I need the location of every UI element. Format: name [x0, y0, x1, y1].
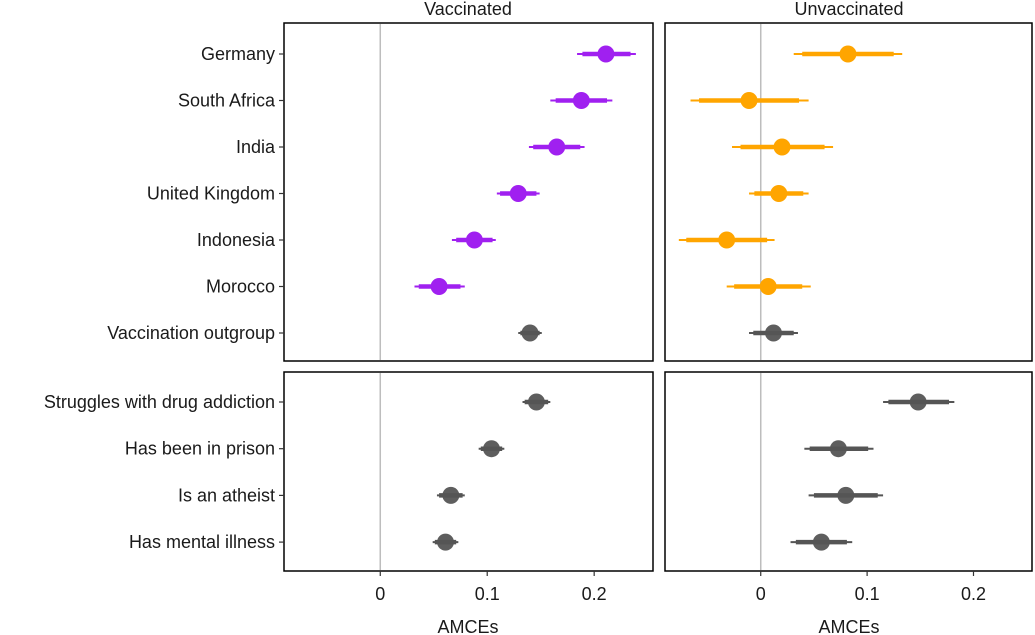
category-label-is-an-atheist: Is an atheist — [178, 485, 275, 505]
estimate-point-vaccinated-germany — [597, 45, 615, 63]
category-label-germany: Germany — [201, 44, 275, 64]
category-label-indonesia: Indonesia — [197, 230, 276, 250]
estimate-point-unvaccinated-morocco — [759, 278, 777, 295]
estimate-point-vaccinated-struggles-with-drug-addiction — [527, 393, 545, 411]
x-axis-label-vaccinated: AMCEs — [437, 617, 498, 635]
x-tick-label-unvaccinated-0: 0 — [756, 584, 766, 604]
estimate-point-vaccinated-indonesia — [465, 231, 483, 249]
estimate-point-unvaccinated-struggles-with-drug-addiction — [909, 393, 927, 411]
x-tick-label-vaccinated-2: 0.2 — [582, 584, 607, 604]
estimate-point-vaccinated-united-kingdom — [509, 185, 527, 202]
category-label-struggles-with-drug-addiction: Struggles with drug addiction — [44, 392, 275, 412]
estimate-point-vaccinated-is-an-atheist — [442, 486, 460, 504]
estimate-point-vaccinated-vaccination-outgroup — [521, 324, 539, 342]
estimate-point-unvaccinated-india — [773, 138, 791, 156]
estimate-point-vaccinated-india — [548, 138, 566, 156]
estimate-point-unvaccinated-is-an-atheist — [837, 486, 855, 504]
estimate-point-unvaccinated-has-been-in-prison — [829, 440, 847, 458]
facet-title-vaccinated: Vaccinated — [424, 0, 512, 19]
estimate-point-unvaccinated-united-kingdom — [770, 185, 788, 202]
panel-frame-bottom-unvaccinated — [664, 371, 1033, 572]
estimate-point-unvaccinated-south-africa — [740, 92, 758, 109]
x-axis-label-unvaccinated: AMCEs — [818, 617, 879, 635]
panel-frame-top-unvaccinated — [664, 22, 1033, 362]
category-label-india: India — [236, 137, 276, 157]
estimate-point-unvaccinated-indonesia — [718, 231, 736, 249]
estimate-point-unvaccinated-has-mental-illness — [812, 533, 830, 551]
estimate-point-vaccinated-has-mental-illness — [437, 533, 455, 551]
estimate-point-unvaccinated-germany — [839, 45, 857, 63]
category-label-has-mental-illness: Has mental illness — [129, 532, 275, 552]
plot-layer: Germany South Africa India United Kingdom In… — [44, 22, 1033, 604]
category-label-vaccination-outgroup: Vaccination outgroup — [107, 323, 275, 343]
estimate-point-unvaccinated-vaccination-outgroup — [765, 324, 783, 342]
estimate-point-vaccinated-morocco — [430, 278, 448, 295]
panel-frame-bottom-vaccinated — [283, 371, 654, 572]
estimate-point-vaccinated-south-africa — [572, 92, 590, 109]
x-tick-label-unvaccinated-1: 0.1 — [855, 584, 880, 604]
category-label-morocco: Morocco — [206, 277, 275, 297]
x-tick-label-unvaccinated-2: 0.2 — [961, 584, 986, 604]
category-label-south-africa: South Africa — [178, 91, 276, 111]
x-tick-label-vaccinated-0: 0 — [375, 584, 385, 604]
category-label-united-kingdom: United Kingdom — [147, 184, 275, 204]
category-label-has-been-in-prison: Has been in prison — [125, 439, 275, 459]
facet-title-unvaccinated: Unvaccinated — [794, 0, 903, 19]
panel-frame-top-vaccinated — [283, 22, 654, 362]
x-tick-label-vaccinated-1: 0.1 — [475, 584, 500, 604]
estimate-point-vaccinated-has-been-in-prison — [482, 440, 500, 458]
